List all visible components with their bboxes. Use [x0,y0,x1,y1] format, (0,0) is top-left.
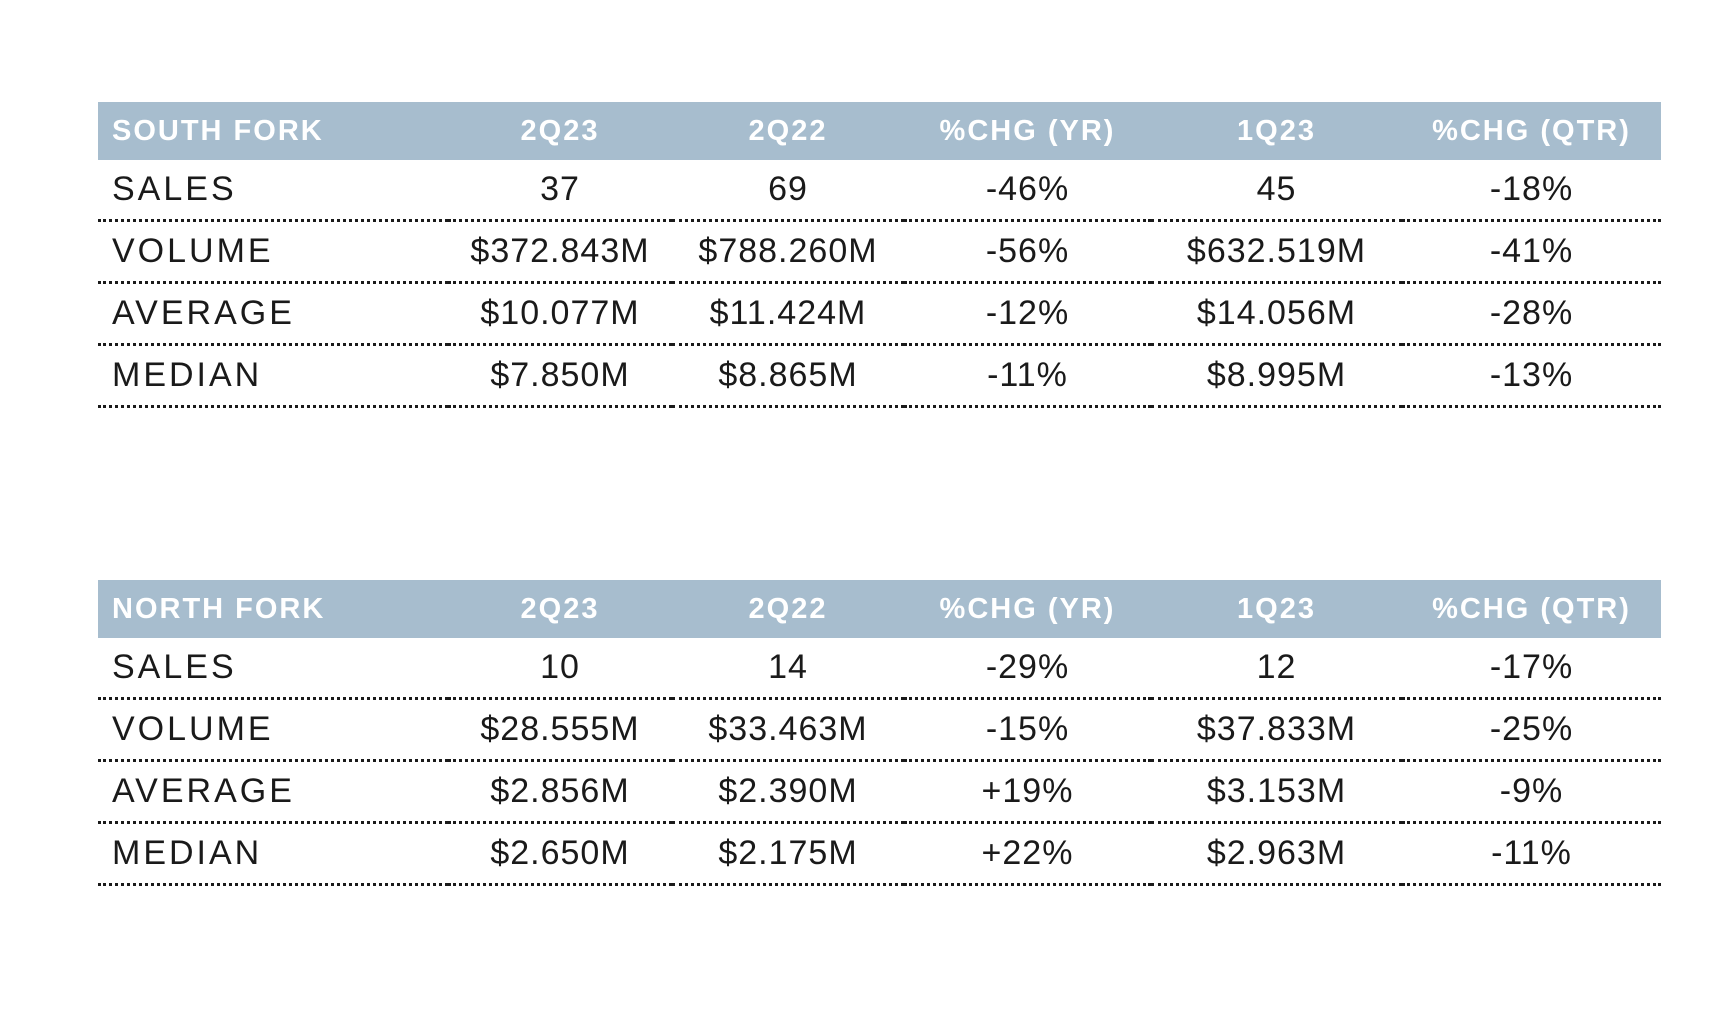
column-header-2q23: 2Q23 [448,580,672,638]
table-header-row: NORTH FORK 2Q23 2Q22 %CHG (YR) 1Q23 %CHG… [98,580,1661,638]
row-label: SALES [98,638,448,700]
column-header-2q22: 2Q22 [672,580,904,638]
column-header-1q23: 1Q23 [1151,102,1402,160]
row-label: VOLUME [98,220,448,284]
row-label: AVERAGE [98,282,448,346]
cell-value: $788.260M [672,220,904,284]
cell-value: $8.865M [672,344,904,408]
table-row-average: AVERAGE $10.077M $11.424M -12% $14.056M … [98,282,1661,346]
cell-value: $8.995M [1151,344,1402,408]
cell-value: -18% [1402,160,1661,222]
cell-value: $372.843M [448,220,672,284]
cell-value: $632.519M [1151,220,1402,284]
row-label: AVERAGE [98,760,448,824]
column-header-1q23: 1Q23 [1151,580,1402,638]
table-row-volume: VOLUME $28.555M $33.463M -15% $37.833M -… [98,698,1661,762]
cell-value: $7.850M [448,344,672,408]
cell-value: 12 [1151,638,1402,700]
cell-value: -41% [1402,220,1661,284]
north-fork-table: NORTH FORK 2Q23 2Q22 %CHG (YR) 1Q23 %CHG… [98,580,1661,886]
cell-value: $14.056M [1151,282,1402,346]
cell-value: -11% [904,344,1151,408]
table-row-median: MEDIAN $2.650M $2.175M +22% $2.963M -11% [98,822,1661,886]
cell-value: $2.963M [1151,822,1402,886]
cell-value: 69 [672,160,904,222]
cell-value: $11.424M [672,282,904,346]
cell-value: 14 [672,638,904,700]
south-fork-table: SOUTH FORK 2Q23 2Q22 %CHG (YR) 1Q23 %CHG… [98,102,1661,408]
cell-value: -11% [1402,822,1661,886]
cell-value: +19% [904,760,1151,824]
cell-value: +22% [904,822,1151,886]
table-row-volume: VOLUME $372.843M $788.260M -56% $632.519… [98,220,1661,284]
table-row-sales: SALES 37 69 -46% 45 -18% [98,160,1661,222]
column-header-chg-qtr: %CHG (QTR) [1402,102,1661,160]
cell-value: $2.390M [672,760,904,824]
cell-value: -28% [1402,282,1661,346]
table-title: SOUTH FORK [98,102,448,160]
cell-value: $2.175M [672,822,904,886]
cell-value: -13% [1402,344,1661,408]
cell-value: 37 [448,160,672,222]
cell-value: -17% [1402,638,1661,700]
cell-value: $28.555M [448,698,672,762]
column-header-chg-yr: %CHG (YR) [904,102,1151,160]
cell-value: -9% [1402,760,1661,824]
column-header-chg-qtr: %CHG (QTR) [1402,580,1661,638]
row-label: MEDIAN [98,822,448,886]
cell-value: $10.077M [448,282,672,346]
cell-value: $3.153M [1151,760,1402,824]
table-row-sales: SALES 10 14 -29% 12 -17% [98,638,1661,700]
cell-value: -15% [904,698,1151,762]
cell-value: $2.650M [448,822,672,886]
cell-value: -25% [1402,698,1661,762]
cell-value: $37.833M [1151,698,1402,762]
cell-value: 10 [448,638,672,700]
cell-value: 45 [1151,160,1402,222]
column-header-2q23: 2Q23 [448,102,672,160]
table-header-row: SOUTH FORK 2Q23 2Q22 %CHG (YR) 1Q23 %CHG… [98,102,1661,160]
cell-value: -46% [904,160,1151,222]
row-label: SALES [98,160,448,222]
cell-value: $33.463M [672,698,904,762]
row-label: MEDIAN [98,344,448,408]
row-label: VOLUME [98,698,448,762]
cell-value: -56% [904,220,1151,284]
column-header-2q22: 2Q22 [672,102,904,160]
cell-value: $2.856M [448,760,672,824]
cell-value: -29% [904,638,1151,700]
column-header-chg-yr: %CHG (YR) [904,580,1151,638]
table-row-average: AVERAGE $2.856M $2.390M +19% $3.153M -9% [98,760,1661,824]
table-title: NORTH FORK [98,580,448,638]
table-row-median: MEDIAN $7.850M $8.865M -11% $8.995M -13% [98,344,1661,408]
cell-value: -12% [904,282,1151,346]
